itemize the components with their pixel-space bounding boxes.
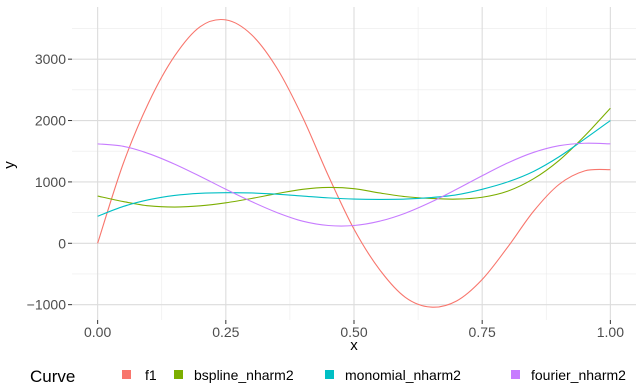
legend-label-fourier_nharm2: fourier_nharm2 xyxy=(531,367,626,383)
y-axis-ticks: −1000 0 1000 2000 3000 xyxy=(27,51,72,313)
series-line-bspline_nharm2 xyxy=(97,107,611,208)
legend-item-f1: f1 xyxy=(122,367,157,383)
x-tick-label: 0.75 xyxy=(469,324,496,340)
series-line-fourier_nharm2 xyxy=(97,142,611,227)
legend-item-monomial_nharm2: monomial_nharm2 xyxy=(325,367,461,383)
x-axis-title: x xyxy=(350,337,358,354)
legend-key-monomial_nharm2 xyxy=(325,370,334,379)
legend-item-fourier_nharm2: fourier_nharm2 xyxy=(511,367,626,383)
y-tick-label: 0 xyxy=(58,235,66,251)
legend-label-monomial_nharm2: monomial_nharm2 xyxy=(345,367,461,383)
y-tick-label: −1000 xyxy=(27,297,67,313)
legend-key-f1 xyxy=(122,370,131,379)
y-tick-label: 2000 xyxy=(35,113,66,129)
y-tick-label: 3000 xyxy=(35,51,66,67)
y-axis-title: y xyxy=(1,161,18,169)
legend-item-bspline_nharm2: bspline_nharm2 xyxy=(174,367,294,383)
x-tick-label: 1.00 xyxy=(597,324,624,340)
legend-label-bspline_nharm2: bspline_nharm2 xyxy=(194,367,294,383)
y-tick-label: 1000 xyxy=(35,174,66,190)
legend-key-bspline_nharm2 xyxy=(174,370,183,379)
x-tick-label: 0.50 xyxy=(340,324,367,340)
x-tick-label: 0.00 xyxy=(84,324,111,340)
grid-major xyxy=(72,7,636,320)
series-layer xyxy=(97,18,611,308)
legend-key-fourier_nharm2 xyxy=(511,370,520,379)
legend-label-f1: f1 xyxy=(145,367,157,383)
series-line-monomial_nharm2 xyxy=(97,120,611,217)
x-axis-ticks: 0.00 0.25 0.50 0.75 1.00 xyxy=(84,320,624,340)
legend-title: Curve xyxy=(30,367,75,386)
x-tick-label: 0.25 xyxy=(212,324,239,340)
legend: Curve f1 bspline_nharm2 monomial_nharm2 fou… xyxy=(30,367,626,386)
